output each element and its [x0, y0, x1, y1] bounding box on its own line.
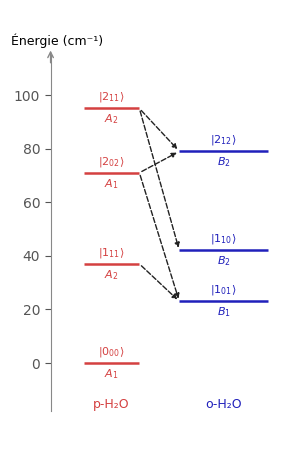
Text: Énergie (cm⁻¹): Énergie (cm⁻¹)	[11, 33, 103, 48]
Text: $|1_{01}\rangle$: $|1_{01}\rangle$	[210, 283, 237, 298]
Text: $A_1$: $A_1$	[105, 367, 119, 381]
Text: o-H₂O: o-H₂O	[205, 398, 242, 411]
Text: $A_2$: $A_2$	[105, 268, 119, 282]
Text: $A_2$: $A_2$	[105, 112, 119, 126]
Text: $|1_{11}\rangle$: $|1_{11}\rangle$	[98, 246, 125, 260]
Text: $A_1$: $A_1$	[105, 177, 119, 191]
Text: $|2_{12}\rangle$: $|2_{12}\rangle$	[210, 133, 237, 147]
Text: $|2_{11}\rangle$: $|2_{11}\rangle$	[98, 90, 125, 104]
Text: $B_1$: $B_1$	[217, 305, 231, 319]
Text: p-H₂O: p-H₂O	[93, 398, 130, 411]
Text: $|0_{00}\rangle$: $|0_{00}\rangle$	[98, 345, 125, 359]
Text: $|2_{02}\rangle$: $|2_{02}\rangle$	[98, 155, 125, 169]
Text: $B_2$: $B_2$	[217, 255, 231, 268]
Text: $B_2$: $B_2$	[217, 155, 231, 169]
Text: $|1_{10}\rangle$: $|1_{10}\rangle$	[210, 233, 237, 246]
